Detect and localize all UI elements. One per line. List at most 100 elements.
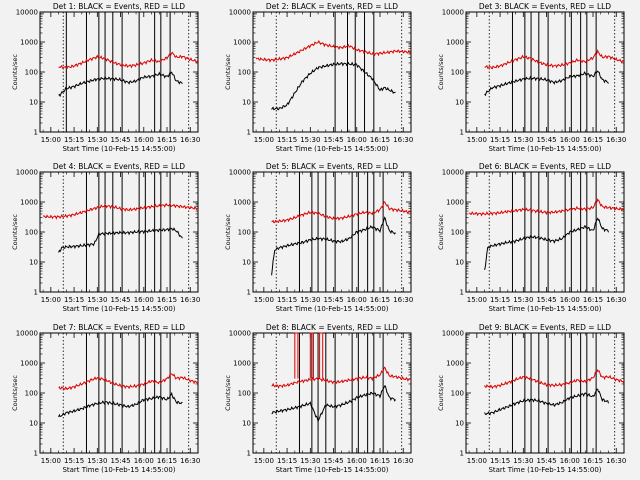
x-tick-label: 15:15 (277, 296, 297, 304)
y-tick-label: 10 (455, 420, 464, 428)
x-axis-label: Start Time (10-Feb-15 14:55:00) (62, 145, 175, 153)
y-tick-label: 10000 (16, 169, 38, 177)
panel-det-8: Det 8: BLACK = Events, RED = LLD 1 10 100 10… (224, 323, 413, 474)
x-tick-label: 16:00 (134, 296, 154, 304)
x-tick-label: 15:45 (536, 136, 556, 144)
y-tick-label: 100 (25, 229, 38, 237)
x-tick-label: 15:30 (87, 136, 107, 144)
panel-title: Det 4: BLACK = Events, RED = LLD (53, 162, 185, 171)
x-tick-label: 15:30 (87, 296, 107, 304)
y-tick-label: 1 (247, 289, 251, 297)
panel-title: Det 1: BLACK = Events, RED = LLD (53, 2, 185, 11)
x-tick-label: 15:00 (254, 136, 274, 144)
y-tick-label: 1000 (233, 360, 251, 368)
y-tick-label: 10 (455, 99, 464, 107)
y-tick-label: 1 (460, 129, 464, 137)
x-axis-label: Start Time (10-Feb-15 14:55:00) (488, 305, 601, 313)
x-tick-label: 16:30 (606, 457, 626, 465)
x-axis-label: Start Time (10-Feb-15 14:55:00) (488, 145, 601, 153)
x-tick-label: 16:30 (606, 136, 626, 144)
x-tick-label: 15:00 (41, 136, 61, 144)
y-tick-label: 1000 (446, 39, 464, 47)
y-tick-label: 10 (242, 420, 251, 428)
lld-series-line (58, 373, 199, 391)
y-tick-label: 10 (242, 259, 251, 267)
x-axis-label: Start Time (10-Feb-15 14:55:00) (62, 305, 175, 313)
y-tick-label: 10000 (442, 9, 464, 17)
y-axis-label: Counts/sec (224, 54, 232, 90)
lld-saturation-spike (294, 332, 299, 379)
x-tick-label: 16:15 (157, 296, 177, 304)
y-tick-label: 100 (451, 390, 464, 398)
panel-title: Det 7: BLACK = Events, RED = LLD (53, 323, 185, 332)
events-series-line (58, 227, 183, 253)
x-tick-label: 15:30 (513, 136, 533, 144)
y-tick-label: 1000 (446, 199, 464, 207)
y-tick-label: 1000 (20, 199, 38, 207)
x-tick-label: 16:30 (180, 136, 200, 144)
y-tick-label: 1000 (446, 360, 464, 368)
x-tick-label: 15:30 (300, 136, 320, 144)
x-tick-label: 15:30 (87, 457, 107, 465)
x-tick-label: 15:45 (110, 136, 130, 144)
events-series-line (271, 385, 396, 423)
x-axis-label: Start Time (10-Feb-15 14:55:00) (275, 305, 388, 313)
events-series-line (271, 216, 396, 276)
panel-title: Det 9: BLACK = Events, RED = LLD (479, 323, 611, 332)
x-tick-label: 15:30 (300, 296, 320, 304)
y-tick-label: 1000 (233, 39, 251, 47)
x-tick-label: 16:15 (583, 136, 603, 144)
x-tick-label: 16:00 (347, 296, 367, 304)
x-tick-label: 15:45 (323, 457, 343, 465)
events-series-line (271, 61, 396, 111)
y-axis-label: Counts/sec (11, 54, 19, 90)
x-tick-label: 16:00 (560, 296, 580, 304)
y-tick-label: 100 (451, 69, 464, 77)
x-tick-label: 16:30 (393, 136, 413, 144)
y-tick-label: 1 (460, 289, 464, 297)
x-tick-label: 15:15 (277, 136, 297, 144)
lld-series-line (255, 39, 412, 63)
x-tick-label: 16:15 (370, 457, 390, 465)
events-series-line (484, 217, 609, 271)
events-series-line (58, 71, 183, 98)
x-tick-label: 16:15 (157, 457, 177, 465)
y-tick-label: 10 (29, 259, 38, 267)
y-tick-label: 10 (29, 99, 38, 107)
x-tick-label: 16:15 (583, 296, 603, 304)
y-tick-label: 10000 (442, 330, 464, 338)
panel-title: Det 6: BLACK = Events, RED = LLD (479, 162, 611, 171)
panel-det-7: Det 7: BLACK = Events, RED = LLD 1 10 100 10… (11, 323, 200, 474)
panel-det-9: Det 9: BLACK = Events, RED = LLD 1 10 100 10… (437, 323, 626, 474)
events-series-line (484, 70, 609, 97)
x-tick-label: 15:15 (490, 457, 510, 465)
x-tick-label: 15:30 (513, 296, 533, 304)
x-tick-label: 15:45 (110, 457, 130, 465)
x-tick-label: 15:00 (467, 296, 487, 304)
panel-title: Det 8: BLACK = Events, RED = LLD (266, 323, 398, 332)
x-tick-label: 16:00 (347, 457, 367, 465)
x-tick-label: 15:00 (41, 296, 61, 304)
events-series-line (58, 391, 183, 418)
y-tick-label: 1 (34, 289, 38, 297)
x-tick-label: 16:30 (180, 457, 200, 465)
lld-series-line (468, 198, 625, 217)
y-tick-label: 10000 (442, 169, 464, 177)
panel-det-2: Det 2: BLACK = Events, RED = LLD 1 10 100 10… (224, 2, 413, 153)
lld-saturation-spike (309, 332, 314, 379)
x-tick-label: 15:15 (277, 457, 297, 465)
y-tick-label: 100 (25, 69, 38, 77)
x-tick-label: 15:00 (467, 457, 487, 465)
y-tick-label: 100 (451, 229, 464, 237)
y-axis-label: Counts/sec (437, 54, 445, 90)
y-tick-label: 10000 (16, 330, 38, 338)
y-tick-label: 10000 (16, 9, 38, 17)
x-tick-label: 15:45 (323, 136, 343, 144)
x-tick-label: 15:15 (64, 296, 84, 304)
lld-series-line (58, 51, 199, 69)
x-tick-label: 15:30 (300, 457, 320, 465)
y-tick-label: 100 (238, 229, 251, 237)
y-axis-label: Counts/sec (437, 375, 445, 411)
y-tick-label: 1000 (20, 39, 38, 47)
